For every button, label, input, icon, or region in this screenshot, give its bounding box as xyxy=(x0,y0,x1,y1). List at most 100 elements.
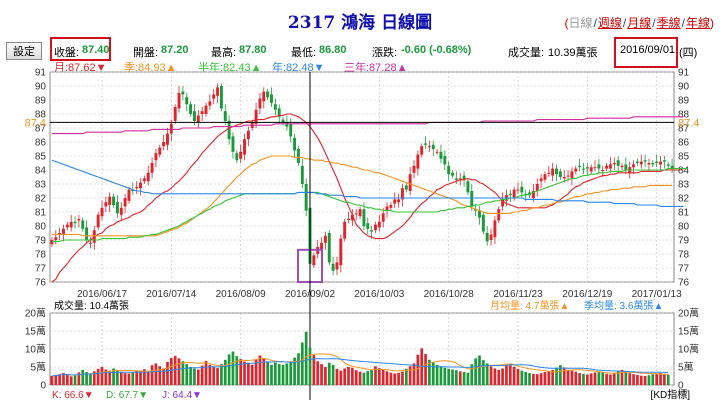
ma-month-label: 月:87.62▼ xyxy=(54,62,107,74)
candle-body xyxy=(558,171,562,177)
candle-body xyxy=(659,161,662,165)
candle-body xyxy=(127,189,131,201)
volume-bar xyxy=(285,363,289,385)
candle-body xyxy=(96,214,100,228)
candle-body xyxy=(219,86,223,109)
period-monthly-link[interactable]: 月線 xyxy=(627,16,652,30)
candle-body xyxy=(555,168,558,175)
price-axis-label-left: 81 xyxy=(35,208,47,219)
period-quarterly-link[interactable]: 季線 xyxy=(656,16,681,30)
candle-body xyxy=(166,133,169,145)
volume-bar xyxy=(647,375,651,385)
volume-bar xyxy=(458,371,462,385)
volume-bar xyxy=(347,367,350,385)
volume-bar xyxy=(69,376,73,385)
candle-body xyxy=(358,209,362,217)
volume-bar xyxy=(266,361,269,385)
candle-body xyxy=(427,146,431,148)
volume-axis-label-left: 5萬 xyxy=(30,361,46,374)
price-axis-label-right: 87 xyxy=(678,124,690,135)
date-axis-label: 2017/01/13 xyxy=(632,289,682,300)
candle-body xyxy=(73,221,77,224)
candle-body xyxy=(370,230,374,232)
quote-date: 2016/09/01 xyxy=(620,44,676,56)
candle-body xyxy=(131,189,135,191)
candle-body xyxy=(408,174,412,191)
candle-body xyxy=(385,206,389,211)
price-axis-label-left: 90 xyxy=(35,82,47,93)
price-axis-label-left: 83 xyxy=(35,180,47,191)
candle-body xyxy=(150,163,154,173)
candle-body xyxy=(262,91,266,102)
candle-body xyxy=(296,149,300,163)
price-axis-label-left: 80 xyxy=(35,222,47,233)
volume-bar xyxy=(485,363,489,385)
candle-body xyxy=(485,233,489,242)
period-yearly-link[interactable]: 年線 xyxy=(685,16,710,30)
volume-bar xyxy=(223,359,227,385)
volume-bar xyxy=(135,370,139,385)
price-axis-label-left: 78 xyxy=(35,250,47,261)
volume-bar xyxy=(204,360,208,385)
volume-axis-label-right: 5萬 xyxy=(678,361,694,374)
volume-bar xyxy=(169,358,173,385)
volume-bar xyxy=(54,374,58,385)
volume-bar xyxy=(497,369,501,385)
volume-bar xyxy=(123,373,127,385)
volume-bar xyxy=(574,371,578,385)
volume-bar xyxy=(659,373,662,385)
candle-body xyxy=(381,213,385,222)
candle-body xyxy=(362,209,366,226)
candle-body xyxy=(454,178,458,180)
volume-bar xyxy=(374,366,377,385)
candle-body xyxy=(192,111,196,121)
period-daily-link[interactable]: 日線 xyxy=(568,16,593,30)
candle-body xyxy=(547,172,551,174)
volume-bar xyxy=(200,365,204,385)
volume-bar xyxy=(451,369,454,385)
candle-body xyxy=(304,184,308,211)
volume-bar xyxy=(362,372,366,385)
volume-bar xyxy=(539,373,543,385)
candle-body xyxy=(431,144,435,149)
candle-body xyxy=(655,161,659,163)
candle-body xyxy=(535,184,539,191)
candle-body xyxy=(69,221,73,228)
candle-body xyxy=(108,196,112,205)
period-weekly-link[interactable]: 週線 xyxy=(597,16,622,30)
volume-bar xyxy=(481,360,485,385)
volume-bar xyxy=(308,347,312,385)
change-label: 漲跌: xyxy=(372,47,398,59)
candle-body xyxy=(624,164,628,170)
volume-bar xyxy=(73,375,77,385)
volume-bar xyxy=(597,371,601,385)
volume-bar xyxy=(663,373,666,385)
candle-body xyxy=(593,167,597,169)
ma-line-三年 xyxy=(51,116,684,135)
high-label: 最高: xyxy=(211,47,237,59)
candle-body xyxy=(520,186,524,193)
volume-bar xyxy=(339,370,343,385)
kd-indicator-button[interactable]: [KD指標] xyxy=(651,388,691,401)
volume-bar xyxy=(559,365,562,385)
price-axis-label-right: 91 xyxy=(678,68,690,79)
volume-bar xyxy=(366,370,370,385)
candle-body xyxy=(285,122,289,127)
volume-bar xyxy=(524,372,528,385)
open-label: 開盤: xyxy=(133,47,159,59)
settings-button[interactable]: 設定 xyxy=(6,42,42,60)
candle-body xyxy=(323,235,327,243)
volume-bar xyxy=(478,355,481,385)
candle-body xyxy=(58,233,62,235)
volume-bar xyxy=(666,374,670,385)
volume-bar xyxy=(389,372,393,385)
candle-body xyxy=(466,181,470,193)
volume-bar xyxy=(50,376,54,385)
volume-bar xyxy=(566,369,570,385)
period-separator: / xyxy=(593,16,597,30)
candle-body xyxy=(443,156,447,165)
candle-body xyxy=(293,137,297,151)
volume-bar xyxy=(262,358,266,385)
volume-bar xyxy=(146,372,150,385)
